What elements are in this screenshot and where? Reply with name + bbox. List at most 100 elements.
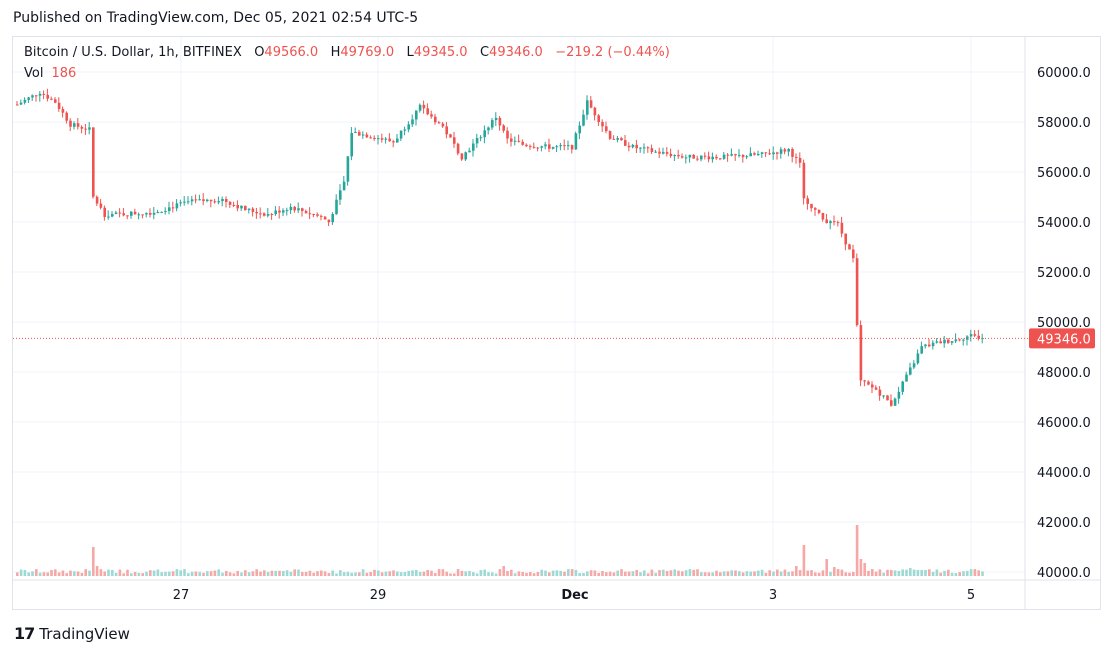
candle-body	[681, 156, 684, 158]
volume-bar	[650, 569, 654, 576]
candle-body	[844, 233, 847, 245]
candle-body	[589, 100, 593, 108]
candle-body	[35, 95, 38, 97]
volume-bar	[168, 571, 171, 576]
volume-bar	[924, 569, 927, 576]
candle-body	[472, 143, 475, 151]
candle-body	[912, 363, 916, 368]
volume-bar	[852, 571, 855, 576]
volume-bar	[46, 572, 49, 576]
candle-body	[54, 99, 57, 103]
volume-bar	[320, 570, 323, 576]
candle-body	[209, 199, 213, 202]
candle-body	[126, 215, 129, 217]
volume-bar	[783, 569, 787, 576]
volume-label: Vol	[24, 66, 44, 81]
volume-bar	[327, 573, 331, 576]
candle-body	[821, 212, 825, 220]
candle-body	[84, 128, 87, 130]
volume-bar	[190, 571, 194, 576]
candle-body	[559, 145, 562, 147]
volume-bar	[829, 571, 832, 576]
candle-body	[760, 152, 764, 154]
tradingview-brand[interactable]: TradingView	[39, 624, 130, 643]
candle-body	[274, 210, 277, 215]
volume-bar	[468, 570, 471, 576]
volume-bar	[719, 572, 722, 576]
volume-bar	[635, 569, 638, 576]
volume-bar	[80, 572, 84, 576]
candle-body	[962, 339, 965, 341]
volume-bar	[209, 571, 213, 576]
volume-bar	[255, 569, 258, 576]
volume-bar	[278, 570, 281, 576]
volume-bar	[263, 570, 266, 576]
candle-body	[753, 153, 756, 155]
candle-body	[316, 214, 319, 216]
volume-bar	[373, 569, 376, 576]
volume-bar	[814, 572, 817, 576]
volume-bar	[958, 572, 961, 576]
volume-bar	[517, 571, 521, 576]
candle-body	[658, 151, 661, 154]
candle-body	[833, 221, 836, 223]
volume-bar	[882, 572, 885, 576]
volume-bar	[396, 571, 399, 576]
candle-body	[437, 122, 441, 124]
volume-bar	[878, 569, 882, 576]
candle-body	[890, 400, 893, 406]
volume-bar	[487, 572, 490, 576]
volume-bar	[76, 571, 80, 576]
candle-body	[411, 119, 414, 125]
tradingview-logo-icon[interactable]: 17	[14, 624, 35, 643]
candle-body	[871, 384, 874, 388]
volume-bar	[730, 570, 733, 576]
y-tick-label: 46000.0	[1037, 416, 1091, 431]
volume-bar	[491, 572, 494, 576]
symbol-label[interactable]: Bitcoin / U.S. Dollar, 1h, BITFINEX	[24, 45, 242, 60]
close-value: 49346.0	[489, 45, 543, 60]
volume-bar	[498, 569, 502, 576]
candle-body	[722, 154, 726, 159]
volume-bar	[943, 570, 946, 576]
candle-body	[700, 155, 703, 160]
x-tick-label: 5	[967, 588, 975, 603]
candle-body	[255, 211, 258, 214]
candle-body	[76, 123, 80, 127]
volume-bar	[99, 569, 103, 576]
volume-bar	[403, 572, 407, 576]
y-tick-label: 56000.0	[1037, 166, 1091, 181]
candle-body	[88, 127, 91, 130]
volume-bar	[23, 569, 27, 576]
volume-bar	[301, 571, 304, 576]
candle-body	[297, 208, 300, 211]
volume-bar	[350, 572, 353, 576]
volume-bar	[551, 570, 555, 576]
ohlc-legend: Bitcoin / U.S. Dollar, 1h, BITFINEX O495…	[24, 45, 670, 60]
y-tick-label: 54000.0	[1037, 216, 1091, 231]
candle-body	[285, 210, 289, 212]
volume-bar	[643, 570, 646, 576]
candle-body	[441, 123, 445, 127]
volume-bar	[703, 572, 707, 576]
candle-body	[114, 212, 118, 215]
candle-body	[867, 381, 870, 385]
candle-body	[650, 148, 654, 152]
volume-bar	[118, 569, 122, 576]
volume-bar	[586, 571, 589, 576]
volume-bar	[141, 573, 144, 576]
candle-body	[977, 335, 980, 339]
volume-bar	[293, 569, 296, 576]
volume-bar	[316, 571, 319, 576]
volume-bar	[669, 570, 673, 576]
volume-bar	[548, 572, 551, 576]
volume-bar	[232, 573, 236, 576]
candle-body	[198, 199, 201, 201]
candle-body	[909, 367, 912, 375]
candle-body	[848, 244, 851, 250]
candle-body	[620, 138, 623, 141]
volume-bar	[631, 571, 635, 576]
volume-bar	[453, 573, 456, 576]
volume-bar	[35, 569, 38, 576]
